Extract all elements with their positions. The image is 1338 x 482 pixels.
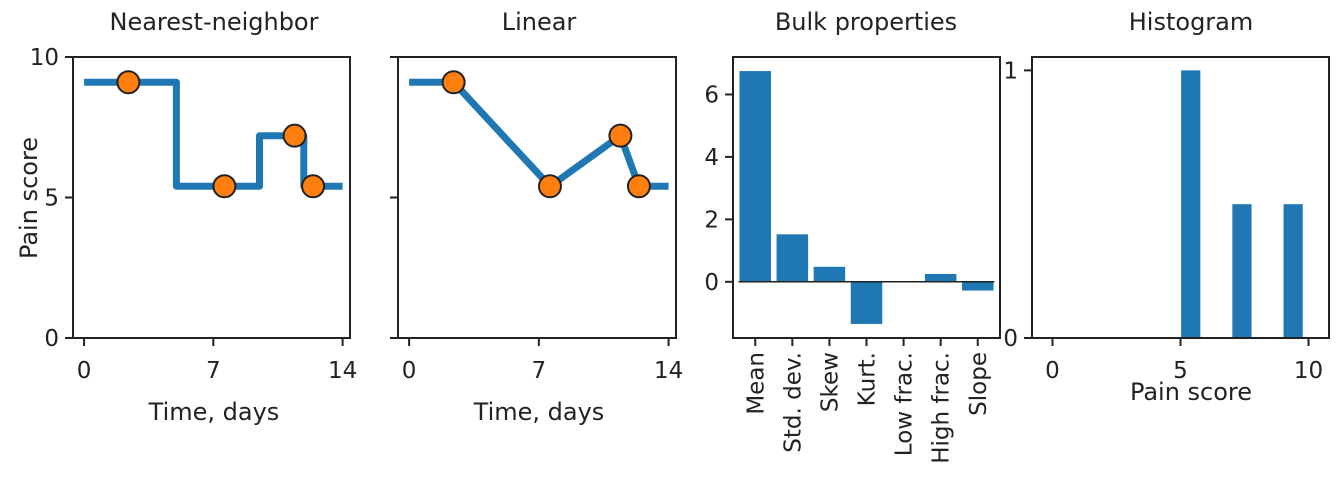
bar: [739, 71, 772, 282]
data-point: [116, 70, 141, 95]
data-point: [537, 174, 562, 199]
chart-title: Histogram: [1129, 8, 1254, 36]
y-tick-label: 0: [1003, 326, 1018, 352]
series-line: [84, 78, 343, 190]
data-point: [301, 174, 326, 199]
x-tick-label: 0: [77, 358, 92, 384]
panel-bulk-properties: Bulk properties 0 2 4 6 Mean Std. dev. Skew Kur…: [704, 8, 1001, 464]
x-tick-label: Mean: [743, 352, 769, 415]
x-tick-label: High frac.: [929, 352, 955, 464]
x-tick-label: Std. dev.: [780, 352, 806, 453]
chart-title: Nearest-neighbor: [110, 8, 319, 36]
x-tick-label: Kurt.: [855, 352, 881, 406]
bar: [813, 266, 846, 282]
y-axis-label: Pain score: [15, 137, 43, 259]
y-tick-label: 10: [30, 45, 59, 71]
panel-linear: Linear Time, days 0 7 14: [390, 8, 683, 426]
bar: [961, 281, 994, 291]
y-tick-label: 6: [704, 82, 719, 108]
bar: [924, 273, 957, 282]
bar: [1181, 70, 1201, 338]
data-point: [626, 174, 651, 199]
data-point: [441, 70, 466, 95]
panel-histogram: Histogram Pain score 010 5 10: [1003, 8, 1330, 406]
x-axis-label: Time, days: [473, 398, 605, 426]
x-axis-label: Time, days: [148, 398, 280, 426]
x-tick-label: Skew: [817, 352, 843, 412]
data-point: [282, 123, 307, 148]
bar: [1232, 204, 1252, 338]
y-tick-label: 0: [44, 326, 59, 352]
y-tick-label: 1: [1003, 58, 1018, 84]
x-tick-label: Slope: [966, 352, 992, 416]
x-tick-label: 7: [532, 358, 547, 384]
x-axis-label: Pain score: [1130, 378, 1252, 406]
x-tick-label: 0: [1045, 358, 1060, 384]
x-tick-label: Low frac.: [892, 352, 918, 456]
y-tick-label: 2: [704, 207, 719, 233]
bar: [850, 281, 883, 324]
x-tick-label: 0: [402, 358, 417, 384]
plot-frame: [72, 56, 351, 339]
x-tick-label: 7: [206, 358, 221, 384]
plot-frame: [397, 56, 677, 339]
bar: [776, 234, 809, 282]
x-tick-label: 10: [1294, 358, 1323, 384]
data-point: [212, 174, 237, 199]
x-tick-label: 5: [1173, 358, 1188, 384]
y-tick-label: 0: [704, 270, 719, 296]
y-tick-label: 5: [44, 186, 59, 212]
y-tick-label: 4: [704, 145, 719, 171]
chart-title: Linear: [502, 8, 577, 36]
bar: [1283, 204, 1303, 338]
x-tick-label: 14: [654, 358, 683, 384]
x-tick-label: 14: [328, 358, 357, 384]
data-point: [608, 123, 633, 148]
chart-title: Bulk properties: [775, 8, 957, 36]
panel-nearest-neighbor: Nearest-neighbor Pain score Time, days 0…: [15, 8, 357, 426]
